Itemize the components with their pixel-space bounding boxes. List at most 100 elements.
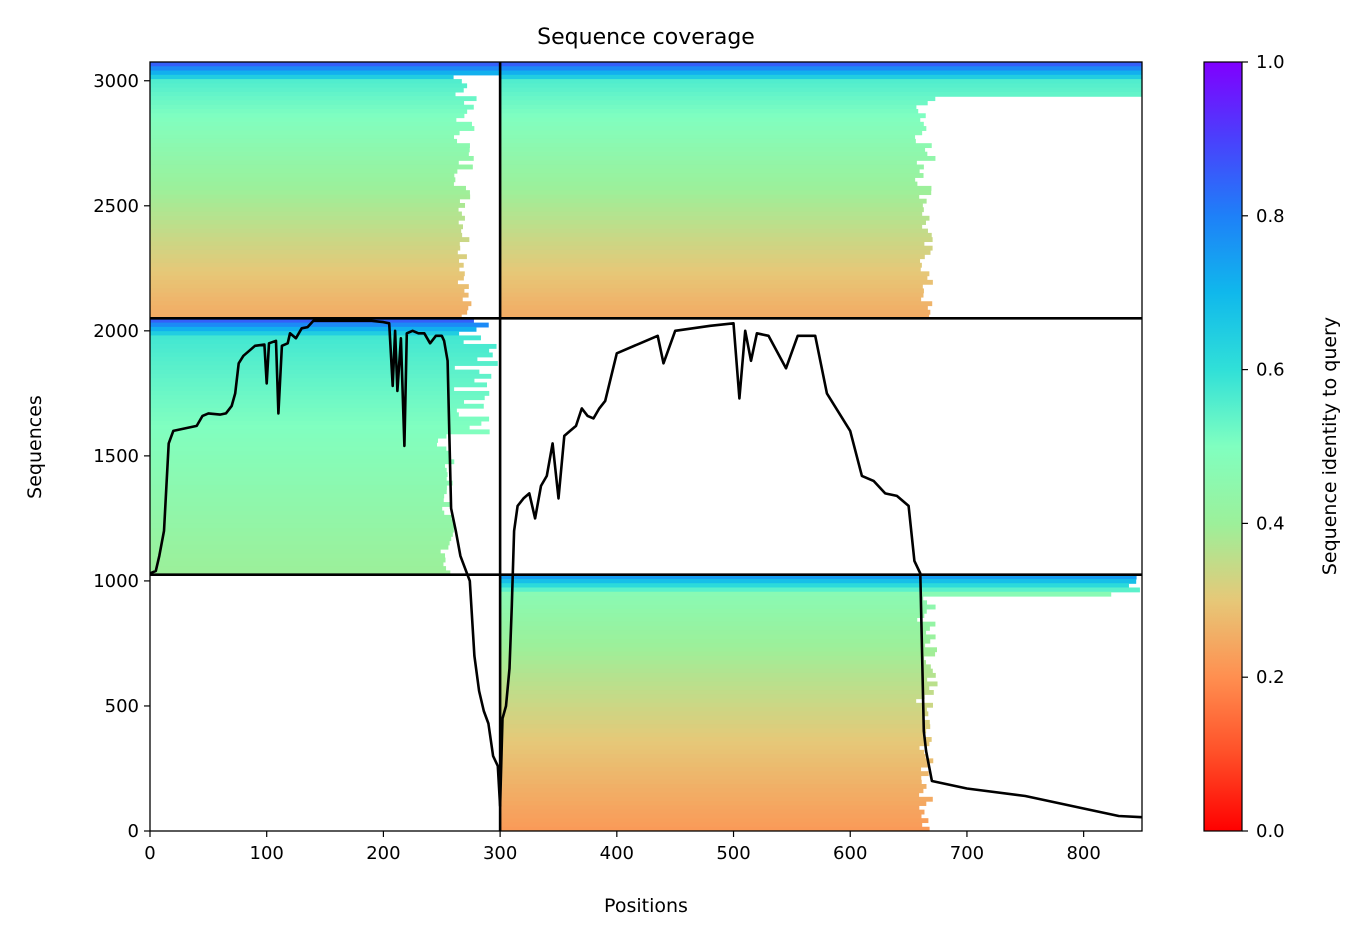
coverage-row (500, 651, 936, 657)
coverage-row (150, 138, 458, 144)
coverage-row (150, 241, 460, 247)
coverage-row (500, 630, 927, 636)
coverage-row (500, 638, 931, 644)
coverage-row (500, 100, 928, 106)
coverage-row (150, 544, 449, 550)
coverage-row (500, 104, 917, 110)
coverage-row (500, 617, 918, 623)
coverage-row (150, 425, 470, 431)
coverage-row (150, 305, 469, 311)
coverage-row (500, 758, 934, 764)
coverage-row (150, 292, 469, 298)
coverage-row (150, 215, 465, 221)
coverage-row (500, 224, 923, 230)
coverage-row (500, 647, 937, 653)
coverage-row (150, 211, 462, 217)
coverage-row (150, 143, 470, 149)
coverage-row (150, 117, 457, 123)
coverage-row (500, 604, 936, 610)
coverage-row (500, 596, 924, 601)
coverage-row (500, 732, 926, 738)
coverage-row (500, 262, 922, 268)
coverage-block (500, 574, 1140, 831)
coverage-row (150, 433, 447, 439)
coverage-row (150, 202, 466, 208)
colorbar-tick-label: 0.0 (1256, 821, 1285, 842)
coverage-row (500, 801, 927, 806)
coverage-row (150, 121, 472, 127)
coverage-row (150, 450, 451, 456)
coverage-row (500, 809, 925, 815)
y-axis: 0 500 1000 1500 2000 2500 3000 (93, 71, 150, 842)
coverage-row (500, 258, 921, 264)
coverage-row (150, 155, 474, 161)
coverage-row (500, 164, 924, 170)
coverage-row (500, 113, 926, 119)
coverage-row (150, 198, 460, 204)
coverage-row (150, 382, 488, 388)
coverage-row (150, 96, 477, 102)
coverage-row (500, 211, 923, 217)
coverage-row (500, 719, 930, 725)
coverage-row (150, 177, 456, 183)
colorbar-label: Sequence identity to query (1319, 317, 1341, 575)
coverage-row (500, 241, 925, 247)
coverage-row (150, 164, 473, 170)
coverage-row (150, 566, 447, 571)
coverage-row (150, 395, 485, 401)
coverage-row (150, 472, 448, 478)
coverage-row (150, 514, 452, 520)
coverage-block (150, 318, 498, 576)
coverage-row (500, 677, 928, 683)
coverage-row (500, 775, 922, 781)
coverage-row (500, 66, 1142, 72)
coverage-row (150, 536, 452, 542)
coverage-row (500, 185, 932, 191)
coverage-row (150, 66, 501, 72)
coverage-row (500, 728, 927, 734)
coverage-row (500, 91, 1142, 97)
coverage-row (150, 237, 470, 243)
coverage-row (500, 147, 926, 153)
coverage-row (150, 194, 471, 200)
coverage-row (150, 275, 464, 281)
coverage-row (150, 390, 490, 396)
coverage-row (500, 249, 931, 255)
coverage-row (500, 309, 931, 315)
coverage-row (150, 160, 459, 166)
coverage-row (500, 672, 936, 678)
coverage-block (150, 62, 501, 319)
coverage-row (150, 373, 492, 379)
colorbar-tick-label: 0.6 (1256, 360, 1285, 381)
coverage-row (150, 497, 444, 503)
coverage-row (500, 737, 932, 742)
coverage-row (500, 587, 1140, 593)
coverage-row (500, 245, 933, 251)
coverage-row (150, 561, 444, 567)
coverage-row (500, 745, 920, 751)
coverage-row (150, 181, 454, 187)
coverage-row (500, 608, 927, 614)
coverage-row (500, 87, 1142, 93)
coverage-row (500, 664, 931, 670)
coverage-row (500, 600, 928, 606)
coverage-row (500, 762, 929, 768)
coverage-row (150, 480, 453, 486)
coverage-row (500, 643, 926, 648)
coverage-row (150, 437, 439, 443)
coverage-row (150, 420, 482, 426)
coverage-row (500, 796, 933, 802)
coverage-row (500, 155, 936, 161)
coverage-row (150, 70, 501, 76)
coverage-row (500, 715, 925, 721)
coverage-row (500, 177, 916, 183)
coverage-row (500, 62, 1142, 67)
colorbar-tick-label: 0.2 (1256, 667, 1285, 688)
coverage-row (150, 224, 464, 230)
coverage-row (150, 331, 460, 337)
coverage-row (150, 356, 478, 362)
coverage-row (500, 271, 930, 277)
coverage-row (500, 792, 920, 798)
coverage-row (150, 489, 447, 495)
y-tick-label: 500 (105, 696, 139, 717)
